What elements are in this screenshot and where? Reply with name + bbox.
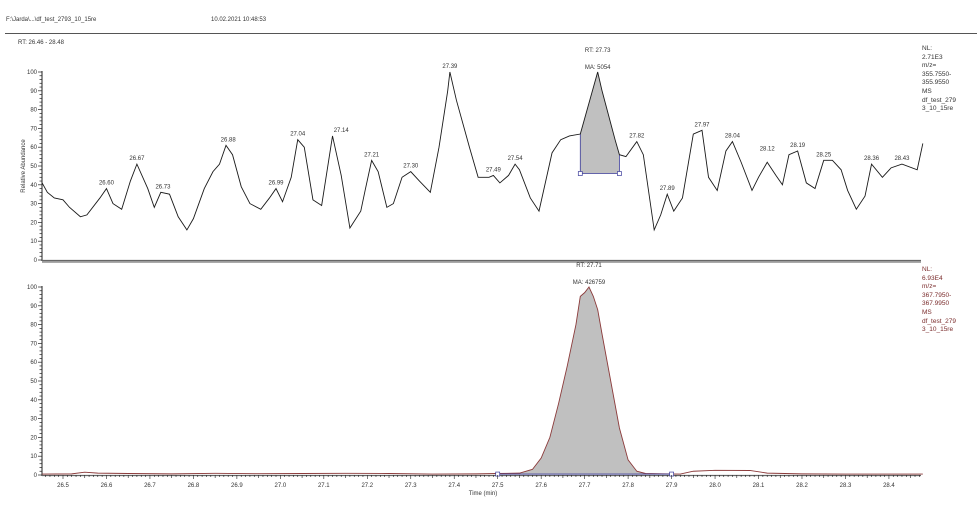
y-tick-label: 80 [30, 108, 37, 114]
x-tick-label: 27.7 [579, 483, 591, 489]
x-tick-label: 27.8 [622, 483, 634, 489]
y-tick-label: 10 [30, 454, 37, 460]
apex-rt-label: RT: 27.71 [576, 263, 602, 269]
y-tick-label: 40 [30, 183, 37, 189]
bottom-panel-info: NL: 6.93E4 m/z= 367.7950- 367.9950 MS df… [922, 266, 956, 334]
y-tick-label: 0 [34, 258, 38, 264]
x-tick-label: 27.4 [448, 483, 460, 489]
acquisition-datetime: 10.02.2021 10:48:53 [211, 17, 267, 23]
trace-line [41, 71, 924, 232]
peak-rt-label: 26.73 [155, 184, 171, 190]
y-tick-label: 80 [30, 323, 37, 329]
x-tick-label: 28.3 [840, 483, 852, 489]
file-path: F:\Jarda\...\df_test_2793_10_15re [6, 17, 97, 23]
x-tick-label: 28.4 [883, 483, 895, 489]
y-tick-label: 100 [27, 285, 38, 291]
y-tick-label: 10 [30, 239, 37, 245]
apex-rt-label: RT: 27.73 [585, 48, 611, 54]
peak-rt-label: 27.82 [629, 134, 645, 140]
y-tick-label: 30 [30, 202, 37, 208]
integrated-peak-area [497, 287, 672, 475]
y-tick-label: 70 [30, 341, 37, 347]
peak-rt-label: 27.04 [290, 132, 306, 138]
y-tick-label: 20 [30, 220, 37, 226]
y-tick-label: 90 [30, 304, 37, 310]
y-tick-label: 70 [30, 126, 37, 132]
peak-rt-label: 27.54 [508, 156, 524, 162]
y-tick-label: 30 [30, 417, 37, 423]
y-tick-label: 50 [30, 164, 37, 170]
y-tick-label: 100 [27, 70, 38, 76]
top-chromatogram: 0 10 20 30 40 50 60 70 80 90 100 Relative Abundance… [21, 48, 924, 264]
x-tick-label: 27.0 [275, 483, 287, 489]
apex-area-label: MA: 426759 [573, 280, 606, 286]
x-tick-label: 27.9 [666, 483, 678, 489]
peak-rt-label: 28.43 [894, 156, 910, 162]
peak-rt-label: 26.60 [99, 181, 115, 187]
peak-rt-label: 28.25 [816, 152, 832, 158]
x-tick-label: 27.6 [535, 483, 547, 489]
peak-rt-label: 27.49 [486, 167, 502, 173]
x-axis-label: Time (min) [469, 491, 497, 497]
peak-rt-label: 28.12 [760, 147, 776, 153]
y-tick-label: 90 [30, 89, 37, 95]
x-tick-label: 26.6 [101, 483, 113, 489]
x-tick-label: 27.2 [361, 483, 373, 489]
y-tick-label: 0 [34, 473, 38, 479]
peak-rt-label: 27.97 [695, 122, 711, 128]
y-axis-label: Relative Abundance [21, 139, 27, 193]
trace-line [42, 286, 923, 475]
y-tick-label: 20 [30, 435, 37, 441]
peak-rt-label: 28.04 [725, 134, 741, 140]
x-tick-label: 27.3 [405, 483, 417, 489]
bottom-chromatogram: 0 10 20 30 40 50 60 70 80 90 100 RT: 27.71 MA: 42675… [27, 263, 923, 479]
peak-rt-label: 27.39 [442, 64, 458, 70]
peak-rt-label: 26.88 [221, 137, 237, 143]
x-tick-label: 26.5 [57, 483, 69, 489]
integration-marker[interactable] [577, 171, 583, 176]
peak-rt-label: 27.89 [660, 186, 676, 192]
peak-rt-label: 27.14 [334, 128, 350, 134]
peak-rt-label: 28.36 [864, 156, 880, 162]
x-tick-label: 28.2 [796, 483, 808, 489]
peak-rt-label: 28.19 [790, 143, 806, 149]
peak-rt-label: 27.21 [364, 152, 380, 158]
x-tick-label: 26.9 [231, 483, 243, 489]
integration-marker[interactable] [617, 171, 622, 176]
time-axis: 26.5 26.6 26.7 26.8 26.9 27.0 27.1 27.2 27.3 27.4… [45, 475, 920, 489]
header-separator [5, 33, 977, 34]
peak-rt-label: 26.99 [268, 181, 284, 187]
rt-range: RT: 26.46 - 28.48 [18, 40, 64, 46]
x-tick-label: 28.1 [753, 483, 765, 489]
x-tick-label: 28.0 [709, 483, 721, 489]
peak-rt-label: 27.30 [403, 164, 419, 170]
x-tick-label: 26.8 [188, 483, 200, 489]
x-tick-label: 26.7 [144, 483, 156, 489]
y-tick-label: 60 [30, 360, 37, 366]
y-tick-label: 50 [30, 379, 37, 385]
integrated-peak-area [580, 72, 620, 174]
y-tick-label: 40 [30, 398, 37, 404]
x-tick-label: 27.1 [318, 483, 330, 489]
peak-rt-label: 26.67 [129, 156, 145, 162]
top-panel-info: NL: 2.71E3 m/z= 355.7550- 355.9550 MS df… [922, 45, 956, 113]
x-tick-label: 27.5 [492, 483, 504, 489]
apex-area-label: MA: 5054 [585, 65, 611, 71]
y-tick-label: 60 [30, 145, 37, 151]
